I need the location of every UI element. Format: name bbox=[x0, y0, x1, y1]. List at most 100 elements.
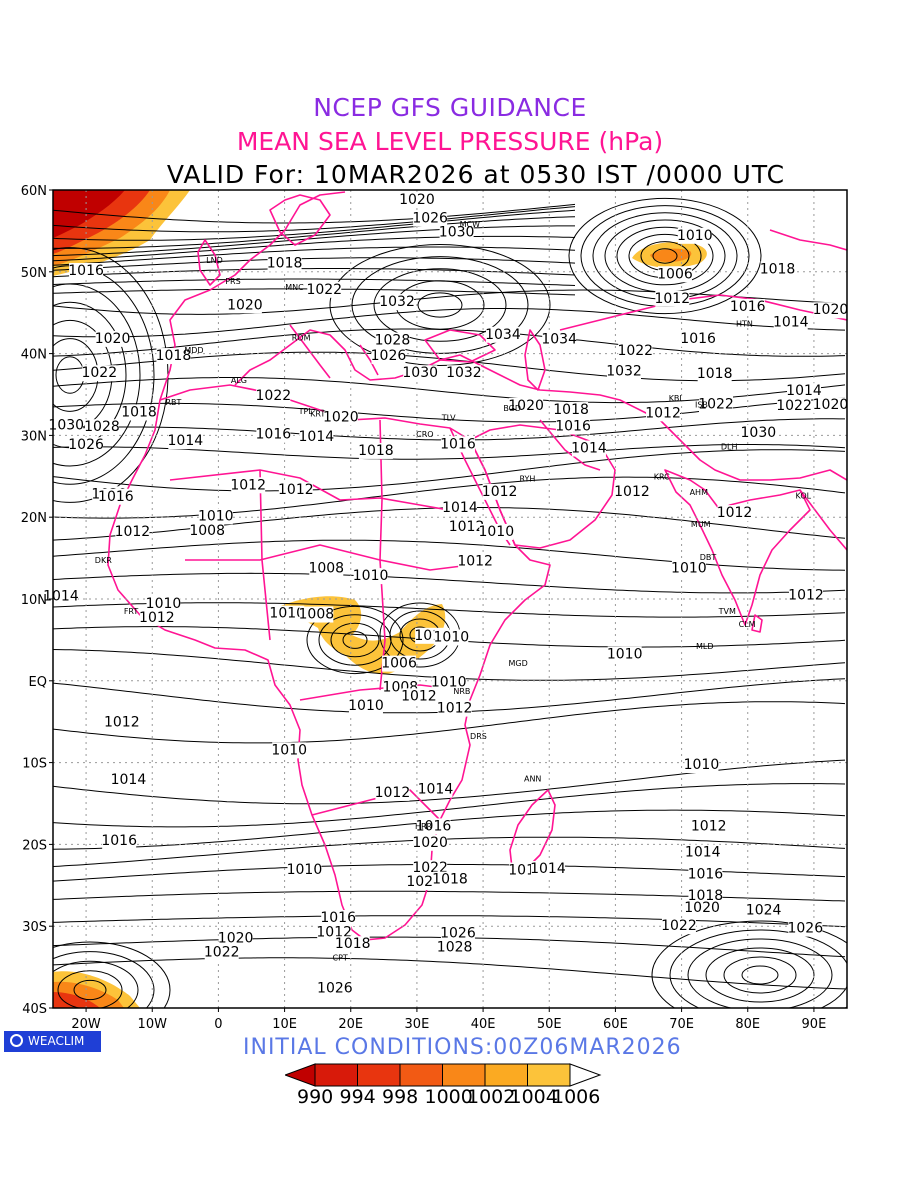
isobar-label: 1018 bbox=[267, 256, 303, 272]
isobar-label: 1014 bbox=[43, 589, 79, 605]
isobar bbox=[53, 836, 846, 867]
colorbar-level-label: 1002 bbox=[467, 1086, 516, 1108]
city-label: HRR bbox=[415, 822, 433, 831]
isobar-label-bg bbox=[691, 818, 726, 835]
lon-tick-label: 10E bbox=[272, 1017, 297, 1032]
isobar bbox=[53, 915, 846, 928]
isobar-label: 1010 bbox=[431, 674, 467, 690]
city-label: ROM bbox=[292, 334, 311, 343]
isobar-label-bg bbox=[69, 437, 104, 454]
isobar bbox=[53, 602, 846, 618]
isobar-label: 1014 bbox=[530, 861, 566, 877]
city-label: DBT bbox=[700, 553, 717, 562]
isobar-label: 1020 bbox=[227, 297, 263, 313]
isobar-label: 1016 bbox=[440, 436, 476, 452]
isobar-label: 1030 bbox=[741, 425, 777, 441]
isobar-label-bg bbox=[437, 939, 472, 956]
isobar bbox=[651, 920, 847, 1008]
isobar-label-bg bbox=[413, 210, 448, 227]
isobar bbox=[73, 979, 107, 1001]
isobar-label: 1012 bbox=[230, 477, 266, 493]
lat-tick-label: 30S bbox=[22, 920, 47, 935]
isobar-label: 1018 bbox=[121, 404, 157, 420]
isobar-label-bg bbox=[685, 900, 720, 917]
isobar-label: 1012 bbox=[457, 553, 493, 569]
city-label: MGD bbox=[509, 659, 528, 668]
latitude-axis: 60N 50N 40N 30N 20N 10N EQ 10S 20S 30S 40S bbox=[21, 184, 53, 1017]
isobar-label: 1022 bbox=[698, 396, 734, 412]
isobar-label: 1010 bbox=[198, 508, 234, 524]
isobar-label: 1016 bbox=[680, 331, 716, 347]
lat-tick-label: 20S bbox=[22, 838, 47, 853]
isobar-label: 1012 bbox=[788, 588, 824, 604]
isobar-label-bg bbox=[413, 834, 448, 851]
isobar-label-bg bbox=[542, 331, 577, 348]
isobar-label: 1032 bbox=[379, 294, 415, 310]
isobar-label: 1026 bbox=[787, 921, 823, 937]
title-line-3: VALID For: 10MAR2026 at 0530 IST /0000 U… bbox=[166, 160, 786, 189]
isobar-label-bg bbox=[614, 483, 649, 500]
isobar-label: 1026 bbox=[440, 926, 476, 942]
isobar bbox=[568, 197, 762, 315]
isobar-label-bg bbox=[418, 781, 453, 798]
isobar-label-bg bbox=[607, 646, 642, 663]
isobar-label: 1010 bbox=[607, 647, 643, 663]
isobar-label: 1018 bbox=[156, 348, 192, 364]
lon-tick-label: 90E bbox=[802, 1017, 827, 1032]
isobar-label: 1014 bbox=[442, 500, 478, 516]
isobar-label: 1014 bbox=[111, 772, 147, 788]
isobar-label-bg bbox=[697, 366, 732, 383]
isobar-label-bg bbox=[49, 417, 84, 434]
isobar bbox=[53, 283, 141, 467]
isobar-label: 1012 bbox=[375, 785, 411, 801]
isobar-label: 1008 bbox=[299, 607, 335, 623]
isobar-label-bg bbox=[122, 404, 157, 421]
isobar bbox=[53, 941, 171, 1008]
isobar bbox=[53, 203, 576, 224]
isobar-label-bg bbox=[299, 606, 334, 623]
isobar-label: 1016 bbox=[688, 867, 724, 883]
isobar bbox=[417, 292, 463, 318]
lat-tick-label: 40N bbox=[21, 348, 47, 363]
isobar-label-bg bbox=[684, 757, 719, 774]
lon-tick-label: 40E bbox=[471, 1017, 496, 1032]
isobar-label: 1020 bbox=[813, 302, 849, 318]
colorbar-cell bbox=[442, 1063, 486, 1087]
city-label: TVM bbox=[718, 607, 736, 616]
isobar-label-bg bbox=[685, 844, 720, 861]
isobar bbox=[53, 209, 576, 241]
isobar-label-bg bbox=[530, 860, 565, 877]
isobar-label-bg bbox=[270, 605, 305, 622]
isobar-label-bg bbox=[401, 688, 436, 705]
isobar-label: 1026 bbox=[371, 348, 407, 364]
isobar-label-bg bbox=[190, 523, 225, 540]
isobar-label-bg bbox=[95, 330, 130, 347]
isobar-label: 1008 bbox=[308, 561, 344, 577]
lon-tick-label: 70E bbox=[669, 1017, 694, 1032]
isobar-label: 1010 bbox=[671, 561, 707, 577]
isobar bbox=[329, 244, 551, 366]
isobar-label-bg bbox=[433, 871, 467, 888]
isobar-label-bg bbox=[299, 429, 334, 446]
isobar-label-bg bbox=[730, 298, 765, 315]
isobar-label-bg bbox=[556, 418, 591, 435]
isobar-label: 1012 bbox=[645, 405, 681, 421]
isobar bbox=[687, 938, 833, 1008]
city-label: RYH bbox=[519, 474, 535, 483]
isobar-label: 1018 bbox=[760, 261, 796, 277]
isobar-label-bg bbox=[671, 560, 706, 577]
isobar-label-bg bbox=[375, 784, 410, 801]
weaclim-logo[interactable]: WEACLIM bbox=[4, 1031, 101, 1052]
isobar-label: 1032 bbox=[606, 364, 642, 380]
isobar-label: 1014 bbox=[299, 429, 335, 445]
lat-tick-label: 10N bbox=[21, 593, 47, 608]
city-label: CRO bbox=[416, 430, 433, 439]
isobar-label: 1012 bbox=[449, 519, 485, 535]
isobar-label: 1020 bbox=[399, 192, 435, 208]
initial-conditions: INITIAL CONDITIONS:00Z06MAR2026 bbox=[243, 1035, 682, 1060]
isobar-label: 1014 bbox=[685, 845, 721, 861]
city-label: TLV bbox=[441, 414, 456, 423]
isobar-label: 1012 bbox=[654, 291, 690, 307]
colorbar-level-label: 998 bbox=[382, 1086, 419, 1108]
city-label: DLH bbox=[721, 442, 738, 451]
